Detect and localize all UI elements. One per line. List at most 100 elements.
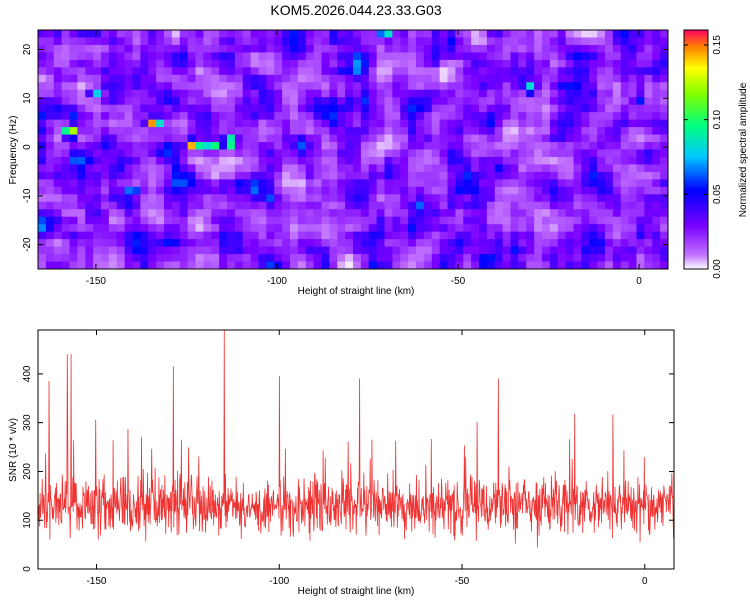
- heatmap-cell: [565, 216, 574, 225]
- heatmap-cell: [187, 74, 196, 83]
- heatmap-cell: [337, 44, 346, 53]
- heatmap-cell: [45, 37, 55, 46]
- heatmap-cell: [227, 194, 236, 203]
- heatmap-cell: [439, 82, 448, 91]
- heatmap-cell: [652, 246, 661, 255]
- heatmap-cell: [549, 134, 559, 143]
- heatmap-cell: [502, 97, 511, 106]
- heatmap-cell: [620, 37, 630, 46]
- heatmap-cell: [93, 142, 102, 150]
- heatmap-cell: [589, 97, 598, 106]
- heatmap-cell: [416, 209, 425, 218]
- heatmap-cell: [187, 194, 196, 203]
- heatmap-cell: [549, 261, 559, 269]
- heatmap-cell: [573, 186, 582, 195]
- heatmap-cell: [132, 89, 141, 98]
- heatmap-cell: [211, 149, 220, 158]
- heatmap-cell: [38, 104, 47, 113]
- heatmap-cell: [53, 44, 63, 53]
- heatmap-cell: [384, 142, 393, 150]
- heatmap-cell: [69, 97, 78, 106]
- heatmap-cell: [313, 30, 322, 38]
- heatmap-cell: [392, 134, 401, 143]
- heatmap-cell: [660, 104, 668, 113]
- heatmap-cell: [297, 89, 307, 98]
- heatmap-cell: [612, 224, 622, 233]
- heatmap-cell: [171, 30, 181, 38]
- heatmap-cell: [345, 97, 354, 106]
- heatmap-cell: [494, 254, 504, 262]
- heatmap-cell: [45, 209, 55, 218]
- heatmap-cell: [494, 149, 504, 158]
- heatmap-cell: [290, 239, 299, 247]
- heatmap-cell: [400, 67, 409, 76]
- heatmap-cell: [353, 261, 362, 269]
- heatmap-cell: [376, 201, 385, 210]
- heatmap-cell: [345, 30, 354, 38]
- heatmap-cell: [203, 246, 212, 255]
- heatmap-cell: [612, 201, 622, 210]
- heatmap-cell: [565, 194, 574, 203]
- heatmap-cell: [53, 82, 63, 91]
- heatmap-cell: [636, 246, 645, 255]
- heatmap-cell: [416, 44, 425, 53]
- heatmap-cell: [148, 59, 157, 68]
- heatmap-cell: [227, 127, 236, 135]
- heatmap-cell: [297, 74, 307, 83]
- heatmap-cell: [620, 246, 630, 255]
- heatmap-cell: [400, 171, 409, 180]
- heatmap-y-tick-label: -10: [22, 188, 33, 203]
- heatmap-cell: [423, 59, 433, 68]
- heatmap-cell: [384, 149, 393, 158]
- heatmap-cell: [234, 216, 244, 225]
- heatmap-cell: [660, 171, 668, 180]
- heatmap-cell: [69, 231, 78, 240]
- heatmap-cell: [463, 164, 472, 173]
- heatmap-cell: [132, 156, 141, 165]
- heatmap-cell: [85, 209, 94, 218]
- heatmap-cell: [486, 112, 496, 121]
- heatmap-cell: [274, 52, 283, 61]
- heatmap-cell: [140, 194, 149, 203]
- heatmap-cell: [534, 261, 543, 269]
- heatmap-cell: [652, 59, 661, 68]
- heatmap-cell: [132, 112, 141, 121]
- heatmap-cell: [250, 67, 259, 76]
- heatmap-cell: [447, 246, 456, 255]
- heatmap-cell: [337, 67, 346, 76]
- heatmap-cell: [195, 261, 204, 269]
- heatmap-cell: [557, 171, 567, 180]
- heatmap-cell: [61, 82, 70, 91]
- heatmap-cell: [463, 127, 472, 135]
- heatmap-cell: [486, 59, 496, 68]
- heatmap-cell: [644, 171, 653, 180]
- heatmap-cell: [542, 156, 551, 165]
- heatmap-cell: [234, 97, 244, 106]
- heatmap-cell: [612, 67, 622, 76]
- heatmap-cell: [416, 201, 425, 210]
- heatmap-cell: [542, 239, 551, 247]
- heatmap-cell: [360, 186, 370, 195]
- heatmap-cell: [156, 261, 165, 269]
- heatmap-cell: [61, 89, 70, 98]
- heatmap-cell: [203, 261, 212, 269]
- heatmap-cell: [479, 59, 488, 68]
- heatmap-cell: [53, 59, 63, 68]
- heatmap-cell: [305, 201, 315, 210]
- heatmap-cell: [589, 37, 598, 46]
- heatmap-cell: [321, 37, 330, 46]
- heatmap-cell: [187, 209, 196, 218]
- heatmap-cell: [368, 59, 378, 68]
- heatmap-cell: [605, 119, 614, 128]
- heatmap-cell: [518, 82, 527, 91]
- heatmap-cell: [140, 119, 149, 128]
- heatmap-cell: [534, 127, 543, 135]
- heatmap-cell: [38, 97, 47, 106]
- heatmap-cell: [329, 201, 338, 210]
- heatmap-cell: [534, 246, 543, 255]
- heatmap-cell: [93, 156, 102, 165]
- heatmap-cell: [463, 119, 472, 128]
- heatmap-cell: [447, 37, 456, 46]
- heatmap-cell: [423, 201, 433, 210]
- heatmap-cell: [652, 216, 661, 225]
